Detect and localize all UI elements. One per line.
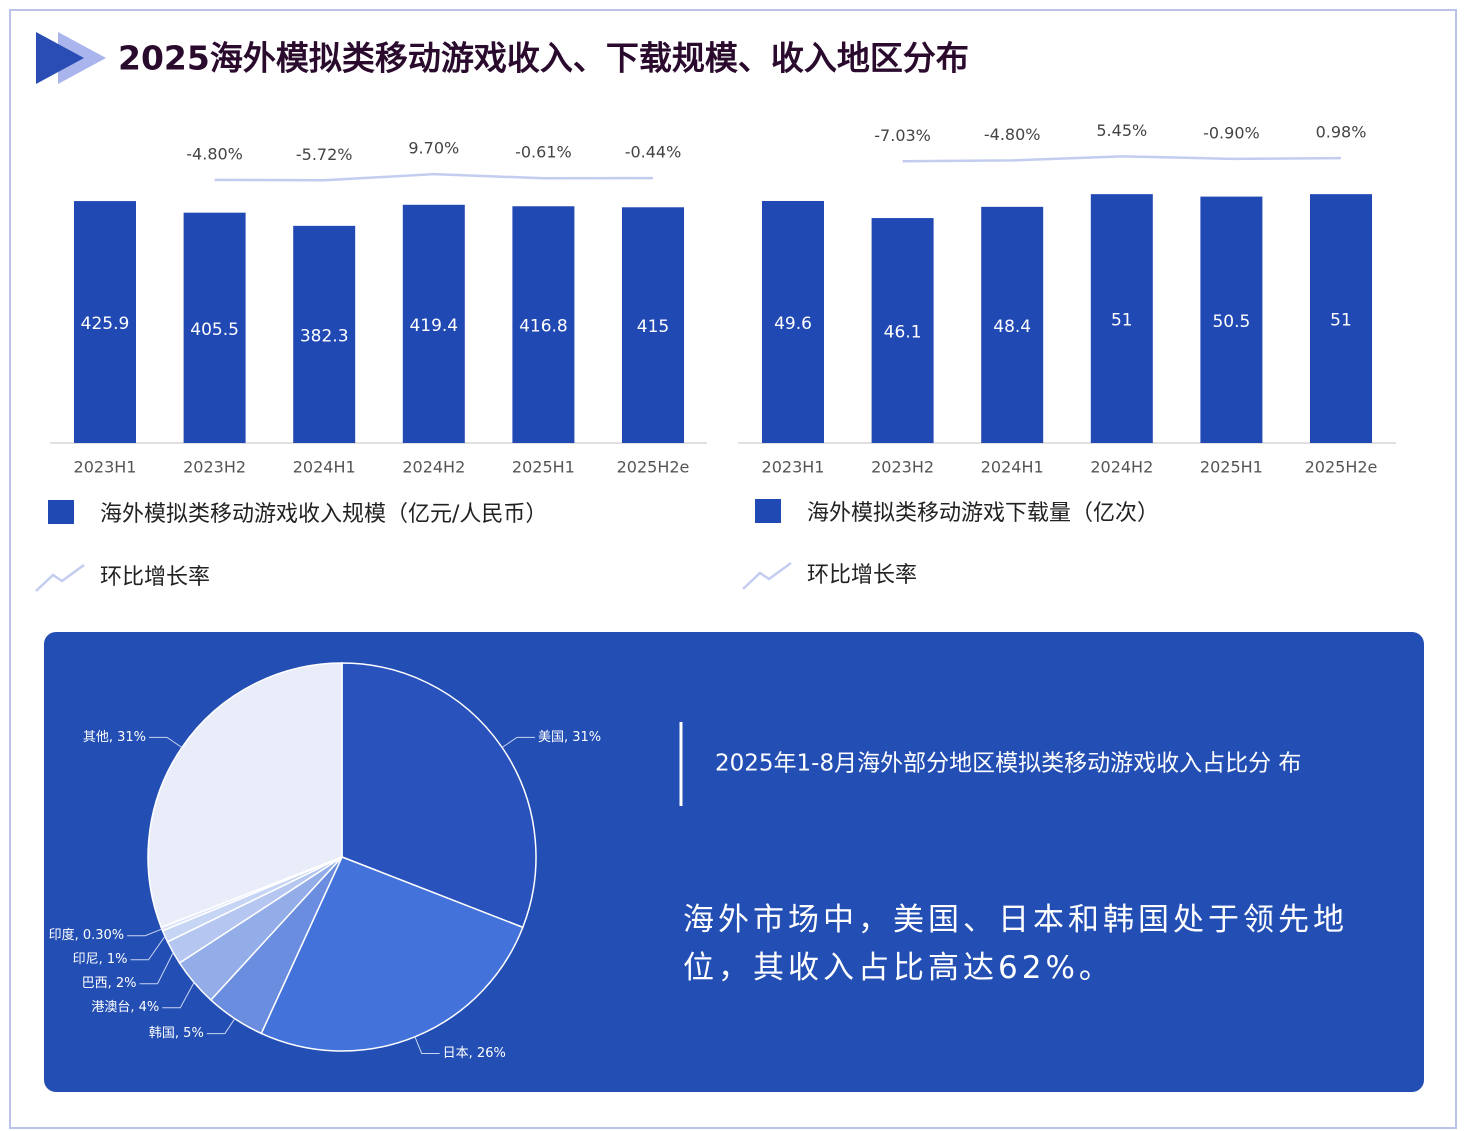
bar-label: 46.1 <box>884 323 922 343</box>
rate-label: 5.45% <box>1096 121 1147 140</box>
legend-icon <box>742 561 792 590</box>
rate-line <box>214 172 654 182</box>
bar <box>293 225 356 443</box>
bar <box>1090 194 1153 443</box>
leader-line <box>127 928 163 937</box>
frame <box>9 9 1457 1129</box>
rate-label: -0.61% <box>515 143 572 162</box>
x-tick-label: 2024H2 <box>402 458 465 477</box>
pie-label: 巴西, 2% <box>82 976 137 991</box>
x-tick-label: 2024H1 <box>981 458 1044 477</box>
leader-line <box>139 952 174 985</box>
leader-line <box>149 736 183 748</box>
rate-label: -7.03% <box>874 126 931 145</box>
legend-swatch <box>48 500 74 524</box>
x-tick-label: 2024H1 <box>293 458 356 477</box>
pie-label: 韩国, 5% <box>149 1026 204 1041</box>
bar <box>1200 196 1263 443</box>
legend-label: 环比增长率 <box>100 565 210 590</box>
leader-line <box>414 1036 440 1054</box>
bar <box>512 206 575 443</box>
bar-label: 405.5 <box>190 320 239 340</box>
bar-label: 51 <box>1111 311 1133 331</box>
pie-label: 日本, 26% <box>443 1046 506 1061</box>
note: 海外市场中，美国、日本和韩国处于领先地位，其收入占比高达62%。 <box>683 902 1348 986</box>
bar <box>74 201 136 443</box>
pie-slice <box>260 856 524 1052</box>
legend-swatch <box>755 499 781 523</box>
bar-label: 382.3 <box>300 326 349 346</box>
pie-label: 印度, 0.30% <box>49 927 125 943</box>
bar-label: 51 <box>1330 311 1352 331</box>
title-icon <box>36 32 84 84</box>
legend-label: 环比增长率 <box>807 563 917 588</box>
pie-label: 港澳台, 4% <box>91 999 159 1015</box>
rate-line <box>902 155 1342 163</box>
x-tick-label: 2025H1 <box>1200 458 1263 477</box>
pie-label: 印尼, 1% <box>73 952 128 967</box>
x-tick-label: 2023H1 <box>74 458 137 477</box>
rate-label: 9.70% <box>408 139 459 158</box>
legend-label: 海外模拟类移动游戏下载量（亿次） <box>807 501 1159 526</box>
pie-slice <box>147 662 343 929</box>
x-tick-label: 2023H1 <box>762 458 825 477</box>
x-tick-label: 2023H2 <box>183 458 246 477</box>
rate-label: -0.44% <box>625 143 682 162</box>
rate-label: -0.90% <box>1203 123 1260 142</box>
bar-label: 50.5 <box>1212 312 1250 332</box>
bar <box>402 204 465 443</box>
x-tick-label: 2025H2e <box>1305 458 1378 477</box>
bar <box>981 206 1044 443</box>
bar <box>183 212 246 443</box>
rate-label: 0.98% <box>1316 123 1367 142</box>
legend-label: 海外模拟类移动游戏收入规模（亿元/人民币） <box>100 502 547 527</box>
rate-label: -5.72% <box>296 145 353 164</box>
bar-label: 415 <box>637 317 669 337</box>
x-tick-label: 2023H2 <box>871 458 934 477</box>
bar-label: 48.4 <box>993 317 1031 337</box>
x-tick-label: 2025H2e <box>617 458 690 477</box>
legend-icon <box>35 563 85 592</box>
bar <box>622 207 684 443</box>
bar-label: 425.9 <box>81 314 130 334</box>
leader-line <box>501 736 535 748</box>
pie-label: 美国, 31% <box>538 730 601 745</box>
leader-line <box>206 1018 236 1035</box>
pie-slice <box>341 662 537 929</box>
bar-label: 416.8 <box>519 317 568 337</box>
page-title: 2025海外模拟类移动游戏收入、下载规模、收入地区分布 <box>118 39 969 78</box>
leader-line <box>130 936 166 961</box>
bar <box>871 218 934 443</box>
bar <box>1310 194 1372 443</box>
bar-label: 49.6 <box>774 314 812 334</box>
pie-label: 其他, 31% <box>83 730 146 745</box>
bar <box>762 200 824 443</box>
pie-title: 2025年1-8月海外部分地区模拟类移动游戏收入占比分 布 <box>715 751 1301 777</box>
x-tick-label: 2024H2 <box>1090 458 1153 477</box>
x-tick-label: 2025H1 <box>512 458 575 477</box>
rate-label: -4.80% <box>186 144 243 163</box>
leader-line <box>162 982 195 1009</box>
bar-label: 419.4 <box>409 316 458 336</box>
rate-label: -4.80% <box>984 125 1041 144</box>
